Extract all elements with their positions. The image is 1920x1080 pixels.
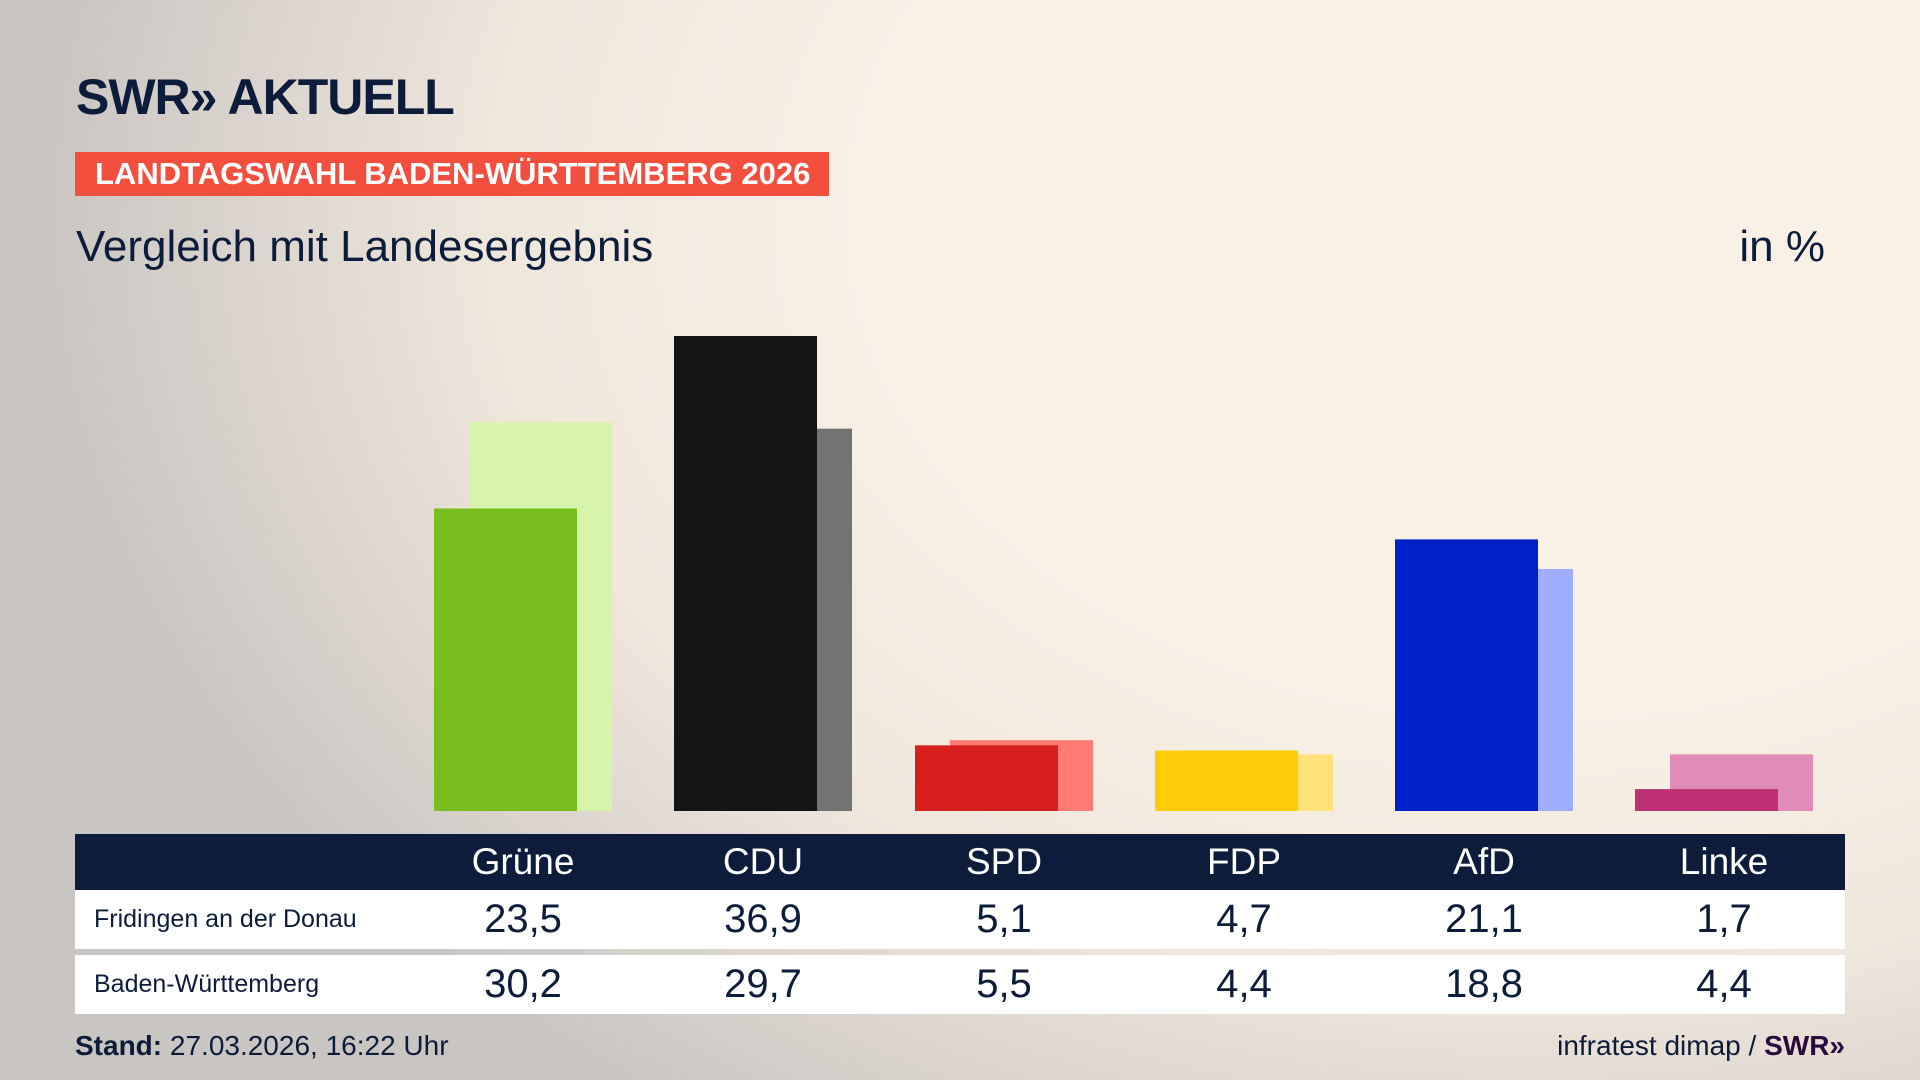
column-header: CDU bbox=[722, 841, 804, 882]
value-cell: 5,5 bbox=[976, 962, 1032, 1006]
local-bar-cdu bbox=[674, 336, 817, 811]
value-cell: 29,7 bbox=[724, 962, 802, 1006]
local-bar-spd bbox=[915, 745, 1058, 811]
source: infratest dimap / SWR» bbox=[1557, 1030, 1845, 1062]
value-cell: 23,5 bbox=[484, 897, 562, 941]
election-banner: LANDTAGSWAHL BADEN-WÜRTTEMBERG 2026 bbox=[75, 152, 829, 196]
swr-aktuell-logo: SWR» AKTUELL bbox=[76, 69, 455, 125]
column-header: Linke bbox=[1679, 841, 1769, 882]
value-cell: 5,1 bbox=[976, 897, 1032, 941]
value-cell: 4,4 bbox=[1696, 962, 1752, 1006]
chart-subtitle: Vergleich mit Landesergebnis bbox=[76, 222, 654, 271]
value-cell: 4,4 bbox=[1216, 962, 1272, 1006]
results-table: Grüne CDU SPD FDP AfD Linke Fridingen an der … bbox=[75, 834, 1845, 1014]
value-cell: 30,2 bbox=[484, 962, 562, 1006]
value-cell: 4,7 bbox=[1216, 897, 1272, 941]
table-header: Grüne CDU SPD FDP AfD Linke bbox=[75, 834, 1845, 890]
local-bar-fdp bbox=[1155, 750, 1298, 811]
stand-label: Stand: bbox=[75, 1030, 163, 1061]
value-cell: 1,7 bbox=[1696, 897, 1752, 941]
column-header: Grüne bbox=[471, 841, 575, 882]
unit-label: in % bbox=[1739, 222, 1825, 271]
source-text: infratest dimap / bbox=[1557, 1030, 1757, 1061]
timestamp: Stand: 27.03.2026, 16:22 Uhr bbox=[75, 1030, 449, 1062]
bar-chart bbox=[434, 336, 1813, 811]
value-cell: 36,9 bbox=[724, 897, 802, 941]
local-bar-linke bbox=[1635, 789, 1778, 811]
table-row: Fridingen an der Donau 23,5 36,9 5,1 4,7 21,… bbox=[75, 890, 1845, 949]
column-header: FDP bbox=[1207, 841, 1281, 882]
local-bar-afd bbox=[1395, 539, 1538, 811]
stand-value: 27.03.2026, 16:22 Uhr bbox=[169, 1030, 449, 1061]
value-cell: 18,8 bbox=[1445, 962, 1523, 1006]
column-header: AfD bbox=[1453, 841, 1515, 882]
row-label: Fridingen an der Donau bbox=[94, 905, 357, 933]
row-label: Baden-Württemberg bbox=[94, 970, 320, 998]
local-bar-grüne bbox=[434, 508, 577, 811]
value-cell: 21,1 bbox=[1445, 897, 1523, 941]
swr-logo: SWR» bbox=[1764, 1030, 1845, 1061]
table-row: Baden-Württemberg 30,2 29,7 5,5 4,4 18,8 4,4 bbox=[75, 955, 1845, 1014]
column-header: SPD bbox=[965, 841, 1043, 882]
